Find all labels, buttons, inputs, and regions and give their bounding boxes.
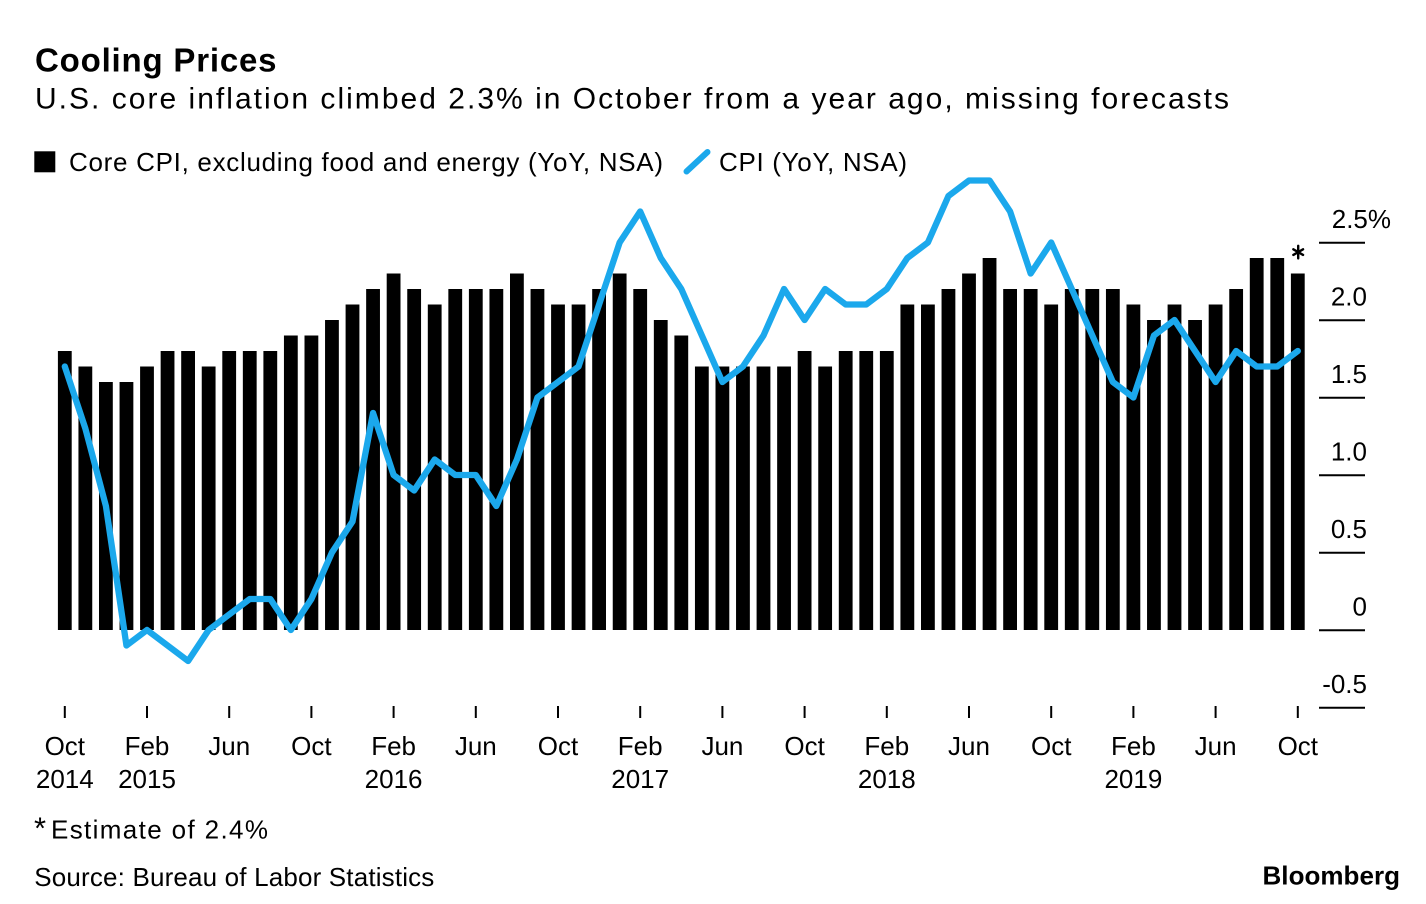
svg-text:CPI (YoY, NSA): CPI (YoY, NSA) [719, 147, 907, 177]
svg-text:Oct: Oct [538, 731, 579, 761]
svg-text:Jun: Jun [1195, 731, 1237, 761]
svg-text:2018: 2018 [858, 764, 916, 794]
svg-text:Estimate of 2.4%: Estimate of 2.4% [51, 815, 268, 845]
svg-text:Oct: Oct [1278, 731, 1319, 761]
svg-text:Jun: Jun [701, 731, 743, 761]
svg-text:2.0: 2.0 [1331, 282, 1367, 312]
svg-text:Jun: Jun [455, 731, 497, 761]
svg-text:2019: 2019 [1104, 764, 1162, 794]
svg-text:Feb: Feb [618, 731, 663, 761]
svg-text:Bloomberg: Bloomberg [1263, 861, 1401, 891]
svg-text:1.5: 1.5 [1331, 359, 1367, 389]
svg-text:Feb: Feb [125, 731, 170, 761]
svg-text:Feb: Feb [1111, 731, 1156, 761]
svg-text:*: * [34, 811, 46, 846]
svg-text:Feb: Feb [371, 731, 416, 761]
svg-text:Feb: Feb [864, 731, 909, 761]
svg-text:Cooling Prices: Cooling Prices [35, 41, 277, 78]
svg-text:2014: 2014 [36, 764, 94, 794]
svg-text:Core CPI, excluding food and e: Core CPI, excluding food and energy (YoY… [69, 147, 663, 177]
svg-text:0.5: 0.5 [1331, 514, 1367, 544]
svg-text:Oct: Oct [45, 731, 86, 761]
svg-text:Jun: Jun [948, 731, 990, 761]
svg-text:Oct: Oct [784, 731, 825, 761]
svg-text:-0.5: -0.5 [1322, 669, 1367, 699]
svg-text:U.S. core inflation climbed 2.: U.S. core inflation climbed 2.3% in Octo… [35, 82, 1229, 115]
svg-text:2016: 2016 [365, 764, 423, 794]
svg-text:2015: 2015 [118, 764, 176, 794]
svg-text:2017: 2017 [611, 764, 669, 794]
svg-text:2.5%: 2.5% [1332, 204, 1391, 234]
svg-text:Source: Bureau of Labor Statis: Source: Bureau of Labor Statistics [34, 862, 434, 892]
svg-text:0: 0 [1353, 592, 1367, 622]
svg-text:Oct: Oct [291, 731, 332, 761]
svg-text:1.0: 1.0 [1331, 437, 1367, 467]
svg-text:Jun: Jun [208, 731, 250, 761]
svg-text:Oct: Oct [1031, 731, 1072, 761]
